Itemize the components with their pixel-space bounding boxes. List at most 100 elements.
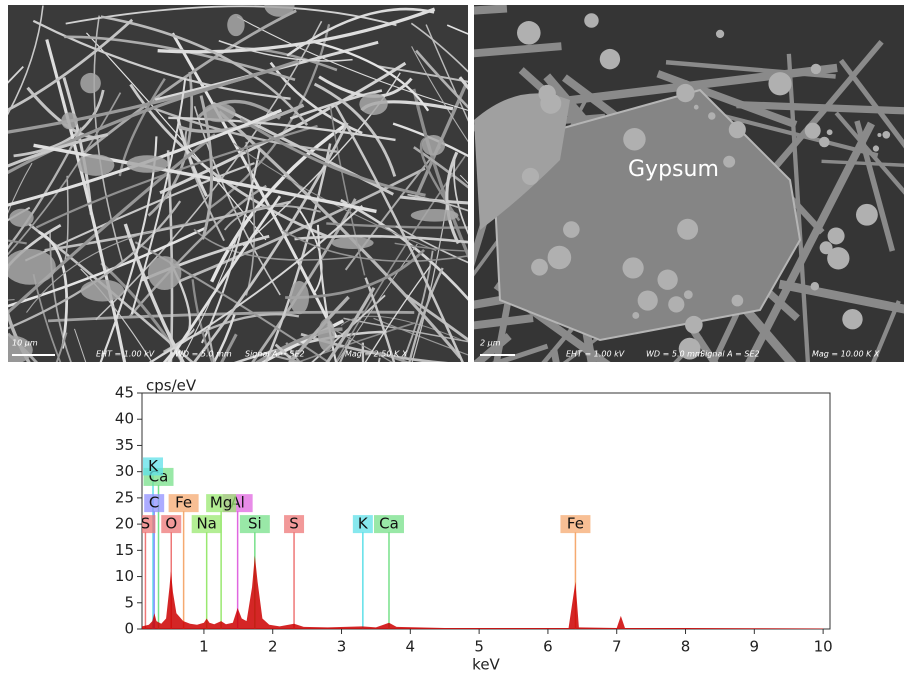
particle	[517, 21, 541, 45]
particle	[684, 290, 693, 299]
particle	[148, 256, 181, 290]
x-tick-label: 5	[474, 638, 484, 656]
particle	[856, 204, 878, 226]
x-tick-label: 8	[681, 638, 691, 656]
particle	[600, 49, 620, 69]
scale-label: 2 µm	[480, 339, 501, 348]
particle	[422, 135, 445, 156]
sem-info: WD = 5.0 mm	[175, 350, 232, 359]
particle	[359, 93, 387, 115]
particle	[842, 309, 862, 329]
element-label: Ca	[379, 515, 399, 533]
sem-info: Signal A = SE2	[245, 350, 305, 359]
sem-info: Signal A = SE2	[700, 350, 760, 359]
fiber	[291, 340, 350, 600]
fiber	[173, 346, 547, 470]
x-tick-label: 7	[612, 638, 622, 656]
fiber	[589, 353, 669, 420]
particle	[632, 312, 639, 319]
element-label: Fe	[175, 494, 192, 512]
fiber	[0, 333, 67, 586]
particle	[9, 209, 33, 227]
element-label: S	[141, 515, 151, 533]
particle	[820, 241, 833, 254]
element-label: C	[149, 494, 159, 512]
sem-info: Mag = 2.50 K X	[345, 350, 408, 359]
x-tick-label: 9	[750, 638, 760, 656]
annotation: Gypsum	[628, 157, 719, 182]
x-axis-label: keV	[472, 656, 500, 674]
particle	[716, 30, 724, 38]
sem-info: WD = 5.0 mm	[646, 350, 703, 359]
fiber	[554, 350, 600, 590]
particle	[877, 133, 881, 137]
fiber	[270, 355, 595, 425]
fiber	[75, 329, 152, 576]
fiber	[380, 353, 697, 518]
particle	[811, 64, 821, 74]
particle	[828, 227, 845, 244]
particle	[81, 280, 124, 302]
particle	[811, 282, 819, 290]
x-tick-label: 1	[199, 638, 209, 656]
particle	[563, 221, 580, 238]
particle	[729, 121, 746, 138]
y-tick-label: 30	[115, 462, 134, 480]
particle	[411, 209, 459, 222]
particle	[4, 249, 56, 285]
particle	[127, 155, 168, 173]
y-tick-label: 45	[115, 384, 134, 402]
x-tick-label: 3	[337, 638, 347, 656]
x-tick-label: 6	[543, 638, 553, 656]
element-label: Si	[248, 515, 262, 533]
sem-info: EHT = 1.00 kV	[566, 350, 625, 359]
y-tick-label: 25	[115, 488, 134, 506]
particle	[827, 129, 833, 135]
sem-info: Mag = 10.00 K X	[812, 350, 880, 359]
x-tick-label: 2	[268, 638, 278, 656]
element-label: K	[358, 515, 369, 533]
spectrum	[142, 556, 823, 629]
particle	[768, 72, 791, 95]
fiber	[294, 358, 380, 601]
particle	[677, 219, 698, 240]
particle	[805, 123, 821, 139]
particle	[723, 156, 735, 168]
element-label: Mg	[210, 494, 232, 512]
element-label: K	[148, 457, 159, 475]
particle	[882, 131, 890, 139]
element-label: S	[289, 515, 299, 533]
particle	[531, 259, 548, 276]
scale-label: 10 µm	[12, 339, 38, 348]
particle	[676, 84, 694, 102]
particle	[584, 13, 598, 27]
particle	[708, 112, 715, 119]
particle	[318, 319, 335, 352]
particle	[80, 73, 101, 93]
particle	[548, 246, 572, 270]
particle	[522, 168, 539, 185]
particle	[623, 128, 645, 150]
y-tick-label: 5	[124, 593, 134, 611]
particle	[668, 296, 684, 312]
figure: 10 µmEHT = 1.00 kVWD = 5.0 mmSignal A = …	[0, 0, 906, 676]
particle	[732, 295, 744, 307]
y-tick-label: 35	[115, 436, 134, 454]
particle	[332, 237, 374, 249]
y-tick-label: 40	[115, 410, 134, 428]
fiber	[363, 343, 371, 479]
element-label: Fe	[567, 515, 584, 533]
x-tick-label: 10	[814, 638, 833, 656]
y-axis-label: cps/eV	[146, 377, 197, 395]
x-tick-label: 4	[406, 638, 416, 656]
particle	[61, 112, 78, 129]
particle	[290, 281, 309, 314]
particle	[203, 103, 236, 122]
fiber	[480, 336, 701, 561]
particle	[227, 14, 244, 36]
particle	[685, 316, 703, 334]
particle	[78, 154, 115, 175]
particle	[657, 270, 677, 290]
